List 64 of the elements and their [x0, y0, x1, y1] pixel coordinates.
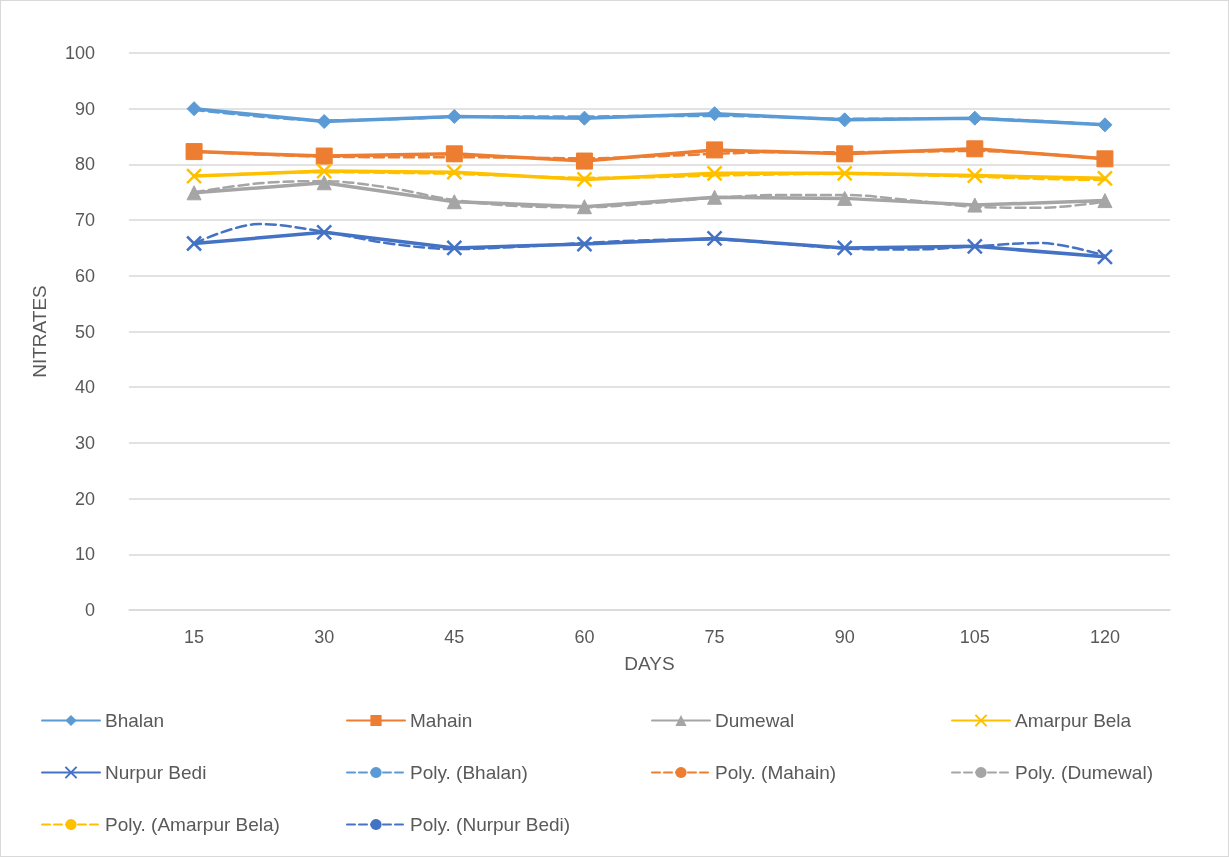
y-tick-label: 80	[74, 154, 95, 175]
x-tick-label: 30	[314, 627, 335, 647]
x-tick-label: 120	[1089, 627, 1120, 647]
point	[185, 143, 203, 161]
x-tick-label: 105	[959, 627, 990, 647]
point	[966, 140, 984, 158]
y-tick-label: 70	[74, 210, 95, 231]
x-tick-label: 60	[574, 627, 595, 647]
point	[185, 167, 203, 185]
point	[1096, 248, 1114, 266]
x-tick-label: 45	[444, 627, 465, 647]
point	[1096, 150, 1114, 168]
y-tick-label: 90	[74, 98, 95, 119]
point	[446, 163, 463, 181]
point	[315, 147, 333, 165]
point	[185, 235, 203, 252]
point	[1097, 193, 1113, 209]
y-tick-label: 100	[64, 43, 95, 63]
legend-label: Dumewal	[715, 710, 795, 731]
point	[575, 152, 593, 170]
point	[445, 145, 463, 163]
x-axis-title: DAYS	[624, 653, 675, 674]
x-tick-label: 75	[704, 627, 725, 647]
point	[967, 197, 983, 213]
point	[446, 239, 463, 257]
point	[576, 171, 593, 188]
point	[315, 162, 333, 180]
point	[706, 230, 723, 247]
point	[1097, 117, 1113, 133]
y-tick-label: 10	[74, 544, 95, 565]
point	[836, 165, 853, 182]
point	[186, 101, 202, 117]
point	[576, 235, 593, 253]
point	[707, 106, 723, 122]
point	[836, 239, 853, 257]
point	[316, 175, 332, 191]
y-tick-label: 30	[74, 432, 95, 453]
legend-label: Bhalan	[105, 710, 165, 731]
point	[1096, 170, 1114, 187]
y-tick-label: 60	[74, 265, 95, 286]
y-tick-label: 50	[74, 321, 95, 342]
legend-label: Poly. (Bhalan)	[410, 762, 528, 783]
point	[836, 145, 854, 163]
point	[837, 190, 853, 206]
y-axis-title: NITRATES	[29, 285, 50, 378]
legend-label: Poly. (Amarpur Bela)	[105, 814, 280, 835]
point	[315, 224, 333, 241]
point	[966, 167, 984, 184]
x-tick-label: 90	[834, 627, 855, 647]
point	[966, 238, 984, 255]
legend-label: Nurpur Bedi	[105, 762, 207, 783]
legend-label: Poly. (Nurpur Bedi)	[410, 814, 571, 835]
y-tick-label: 0	[84, 600, 95, 620]
point	[707, 189, 723, 205]
point	[706, 165, 723, 182]
x-tick-label: 15	[184, 627, 205, 647]
legend-label: Amarpur Bela	[1015, 710, 1132, 731]
legend-label: Poly. (Mahain)	[715, 762, 837, 783]
y-tick-label: 40	[74, 377, 95, 398]
point	[706, 141, 724, 159]
legend-label: Mahain	[410, 710, 473, 731]
point	[186, 185, 202, 201]
y-tick-label: 20	[74, 488, 95, 509]
legend-label: Poly. (Dumewal)	[1015, 762, 1153, 783]
